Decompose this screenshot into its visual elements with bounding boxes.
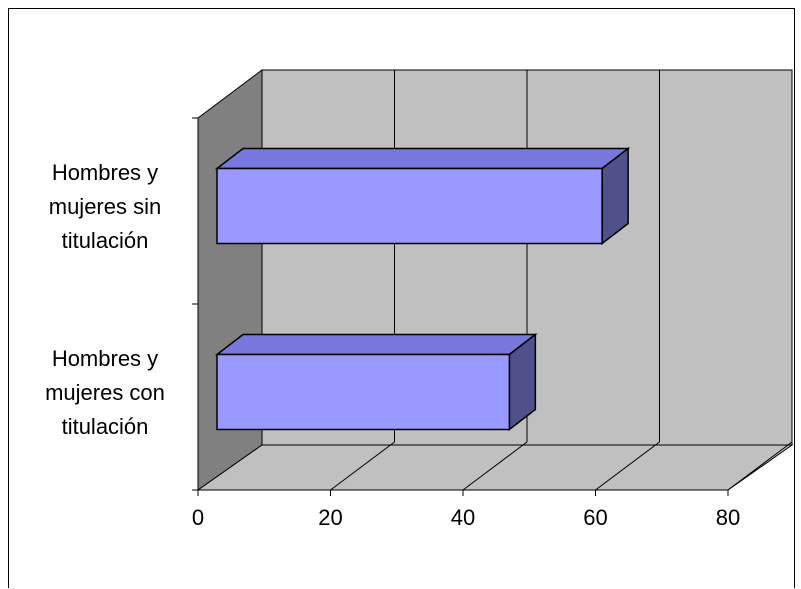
- x-tick-label: 80: [716, 505, 740, 530]
- x-tick-label: 20: [318, 505, 342, 530]
- gridline-floor: [330, 441, 395, 491]
- y-category-label: Hombres y mujeres con titulación: [45, 346, 165, 439]
- bar-front-face: [216, 167, 603, 245]
- y-category-label: Hombres y mujeres sin titulación: [49, 160, 161, 253]
- bar-top-face: [214, 147, 631, 170]
- x-tick-label: 60: [583, 505, 607, 530]
- gridline-floor: [595, 441, 660, 491]
- gridline-floor: [462, 441, 528, 491]
- gridline-floor: [727, 441, 793, 491]
- x-axis-ticks: 0 20 40 60 80: [192, 490, 740, 530]
- bar-front-face: [216, 353, 511, 431]
- x-tick-label: 0: [192, 505, 204, 530]
- chart-floor: [196, 444, 794, 491]
- bar-1: [214, 146, 631, 246]
- x-tick-label: 40: [451, 505, 475, 530]
- bar-top-face: [214, 333, 538, 356]
- bar-2: [214, 332, 538, 432]
- chart-bars: [214, 146, 631, 432]
